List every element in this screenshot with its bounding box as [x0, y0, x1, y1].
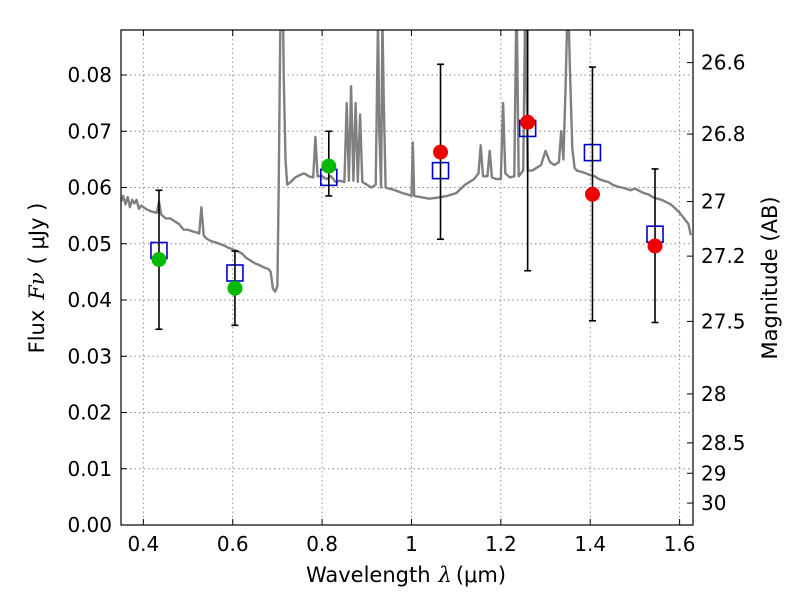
x-tick-label: 0.8: [306, 532, 338, 556]
y-axis-label-text: Flux: [25, 310, 49, 354]
red-data-point: [647, 238, 663, 254]
x-tick-label: 1.6: [664, 532, 696, 556]
x-tick-label: 0.4: [127, 532, 159, 556]
y2-tick-label: 30: [701, 491, 726, 515]
y-axis-label: Flux Fν ( μJy ): [25, 203, 49, 354]
red-data-point: [584, 186, 600, 202]
axis-ticks: 0.4 0.6 0.8 1 1.2 1.4 1.6 0.00 0.01 0.02 0.03 0.04 0…: [67, 30, 746, 556]
y2-tick-label: 27.2: [701, 244, 746, 268]
y2-tick-label: 28: [701, 382, 726, 406]
y2-axis-label: Magnitude (AB): [758, 196, 782, 359]
x-tick-label: 0.6: [217, 532, 249, 556]
y-tick-label: 0.02: [67, 401, 112, 425]
y2-tick-label: 28.5: [701, 431, 746, 455]
y-tick-label: 0.03: [67, 344, 112, 368]
x-axis-label-symbol: λ: [438, 563, 452, 587]
spectrum-line: [121, 30, 692, 293]
x-axis-label-text: Wavelength: [306, 563, 431, 587]
y2-tick-label: 27.5: [701, 309, 746, 333]
green-data-point: [227, 280, 243, 296]
x-tick-label: 1.4: [574, 532, 606, 556]
y2-tick-label: 27: [701, 190, 726, 214]
plot-area: [121, 30, 692, 331]
green-data-point: [151, 252, 167, 267]
green-data-point: [321, 158, 337, 174]
y-tick-label: 0.05: [67, 232, 112, 256]
red-data-point: [520, 114, 536, 130]
y-tick-label: 0.00: [67, 513, 112, 537]
y2-tick-label: 26.6: [701, 51, 746, 75]
y-axis-label-symbol: Fν: [25, 272, 49, 301]
y2-tick-label: 26.8: [701, 122, 746, 146]
red-data-point: [433, 144, 449, 160]
y-tick-label: 0.06: [67, 176, 112, 200]
plot-frame: [120, 29, 694, 526]
x-tick-label: 1: [405, 532, 418, 556]
y-tick-label: 0.07: [67, 119, 112, 143]
x-axis-label-unit: (μm): [456, 563, 506, 587]
y-tick-label: 0.01: [67, 457, 112, 481]
x-axis-label: Wavelength λ (μm): [306, 563, 506, 587]
y2-tick-label: 29: [701, 461, 726, 485]
y-tick-label: 0.08: [67, 63, 112, 87]
y-tick-label: 0.04: [67, 288, 112, 312]
x-tick-label: 1.2: [485, 532, 517, 556]
y-axis-label-unit: ( μJy ): [25, 203, 49, 265]
